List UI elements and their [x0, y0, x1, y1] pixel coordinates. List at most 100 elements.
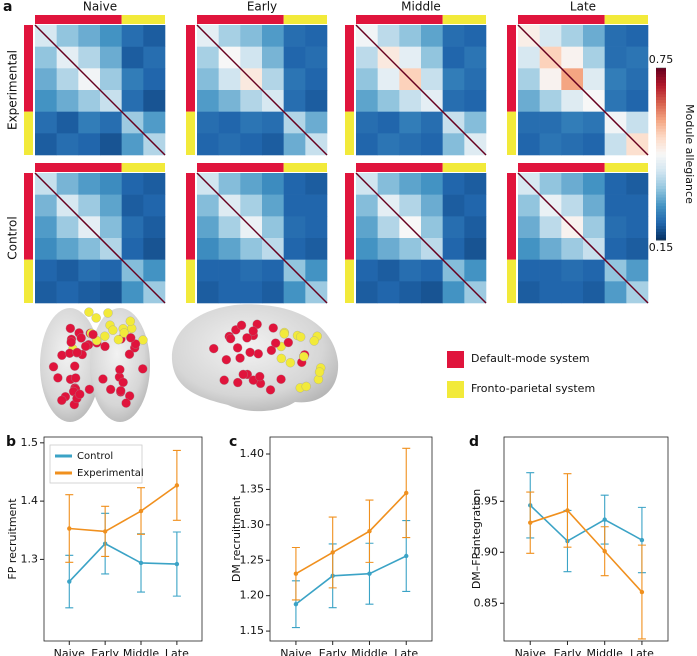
heatmap-cell: [240, 25, 263, 47]
diagonal: [34, 172, 166, 304]
heatmap-cell: [240, 133, 263, 156]
heatmap-cell: [464, 68, 487, 91]
heatmap-cell: [218, 111, 241, 134]
colorbar-segment: [656, 168, 666, 172]
heatmap-cell: [604, 173, 627, 195]
heatmap-cell: [421, 259, 443, 282]
colorbar-label: Module allegiance: [683, 104, 696, 204]
brain-node: [98, 374, 108, 384]
heatmap-cell: [218, 133, 241, 156]
heatmap-cell: [197, 90, 219, 112]
series-line: [529, 504, 643, 543]
heatmap-cell: [262, 281, 284, 304]
heatmap-cell: [561, 90, 584, 112]
x-tick-label: Late: [394, 647, 418, 656]
heatmap-cell: [143, 194, 166, 217]
brain-node: [296, 332, 306, 342]
brain-node: [71, 373, 81, 383]
heatmap-cell: [561, 133, 584, 156]
heatmap-cell: [377, 25, 400, 47]
heatmap-cell: [305, 25, 328, 47]
column-title: Middle: [401, 0, 441, 14]
brain-node: [81, 341, 91, 352]
heatmap-cell: [561, 46, 584, 69]
heatmap-cell: [143, 25, 166, 47]
heatmap-cell: [78, 259, 101, 282]
heatmap-cell: [356, 46, 378, 69]
heatmap-cell: [197, 68, 219, 91]
heatmap-cell: [561, 25, 584, 47]
heatmap-cell: [604, 238, 627, 260]
heatmap-cell: [56, 238, 79, 260]
heatmap-cell: [197, 238, 219, 260]
y-tick-label: 0.90: [474, 545, 499, 558]
diagonal: [355, 24, 487, 156]
brain-node: [238, 369, 248, 380]
row-label: Experimental: [6, 50, 20, 130]
x-tick-label: Late: [165, 647, 189, 656]
heatmap-cell: [356, 194, 378, 217]
heatmap-cell: [56, 216, 79, 239]
heatmap-cell: [539, 133, 562, 156]
heatmap-cell: [240, 173, 263, 195]
heatmap-cell: [100, 46, 122, 69]
brain-node: [236, 320, 247, 330]
heatmap-cell: [464, 46, 487, 69]
heatmap-cell: [399, 173, 422, 195]
colorbar-segment: [656, 237, 666, 241]
data-point: [367, 529, 372, 534]
system-bar: [197, 15, 284, 24]
heatmap-cell: [464, 216, 487, 239]
brain-node: [285, 358, 296, 368]
heatmap-cell: [121, 68, 144, 91]
column-title: Late: [570, 0, 596, 14]
brain-node: [309, 336, 319, 346]
heatmap-cell: [518, 281, 540, 304]
data-point: [404, 553, 409, 559]
heatmap-cell: [626, 194, 649, 217]
data-point: [138, 560, 144, 566]
data-point: [565, 508, 570, 513]
brain-node: [76, 333, 86, 343]
system-bar: [283, 163, 327, 172]
diagonal: [355, 172, 487, 304]
data-point: [639, 537, 645, 543]
heatmap-cell: [305, 46, 328, 69]
x-tick-label: Naive: [54, 647, 86, 656]
legend-label: Default-mode system: [471, 352, 590, 365]
y-tick-label: 0.85: [474, 596, 499, 609]
system-bar: [24, 173, 33, 260]
heatmap-cell: [626, 25, 649, 47]
brain-node: [265, 385, 276, 395]
heatmap-cell: [35, 68, 57, 91]
heatmap-cell: [583, 259, 605, 282]
heatmap-cell: [262, 216, 284, 239]
system-bar: [507, 173, 516, 260]
heatmap-cell: [399, 25, 422, 47]
heatmap-cell: [518, 259, 540, 282]
system-bar: [24, 111, 33, 155]
heatmap-cell: [464, 238, 487, 260]
data-point: [293, 571, 299, 576]
heatmap-cell: [583, 216, 605, 239]
x-tick-label: Middle: [123, 647, 160, 656]
heatmap-cell: [377, 68, 400, 91]
diagonal: [196, 24, 328, 156]
heatmap-cell: [626, 238, 649, 260]
x-tick-label: Middle: [587, 647, 624, 656]
heatmap-cell: [262, 25, 284, 47]
data-point: [367, 571, 372, 576]
x-tick-label: Early: [319, 647, 347, 656]
data-point: [639, 589, 645, 595]
series: [526, 473, 646, 640]
y-tick-label: 1.4: [21, 494, 39, 507]
heatmap-cell: [78, 46, 101, 69]
brain-node: [219, 375, 229, 385]
heatmap-cell: [240, 111, 263, 134]
heatmap-cell: [197, 133, 219, 156]
heatmap-cell: [583, 281, 605, 304]
colorbar-tick-label: 0.75: [649, 53, 674, 66]
heatmap-cell: [464, 25, 487, 47]
heatmap-cell: [100, 68, 122, 91]
